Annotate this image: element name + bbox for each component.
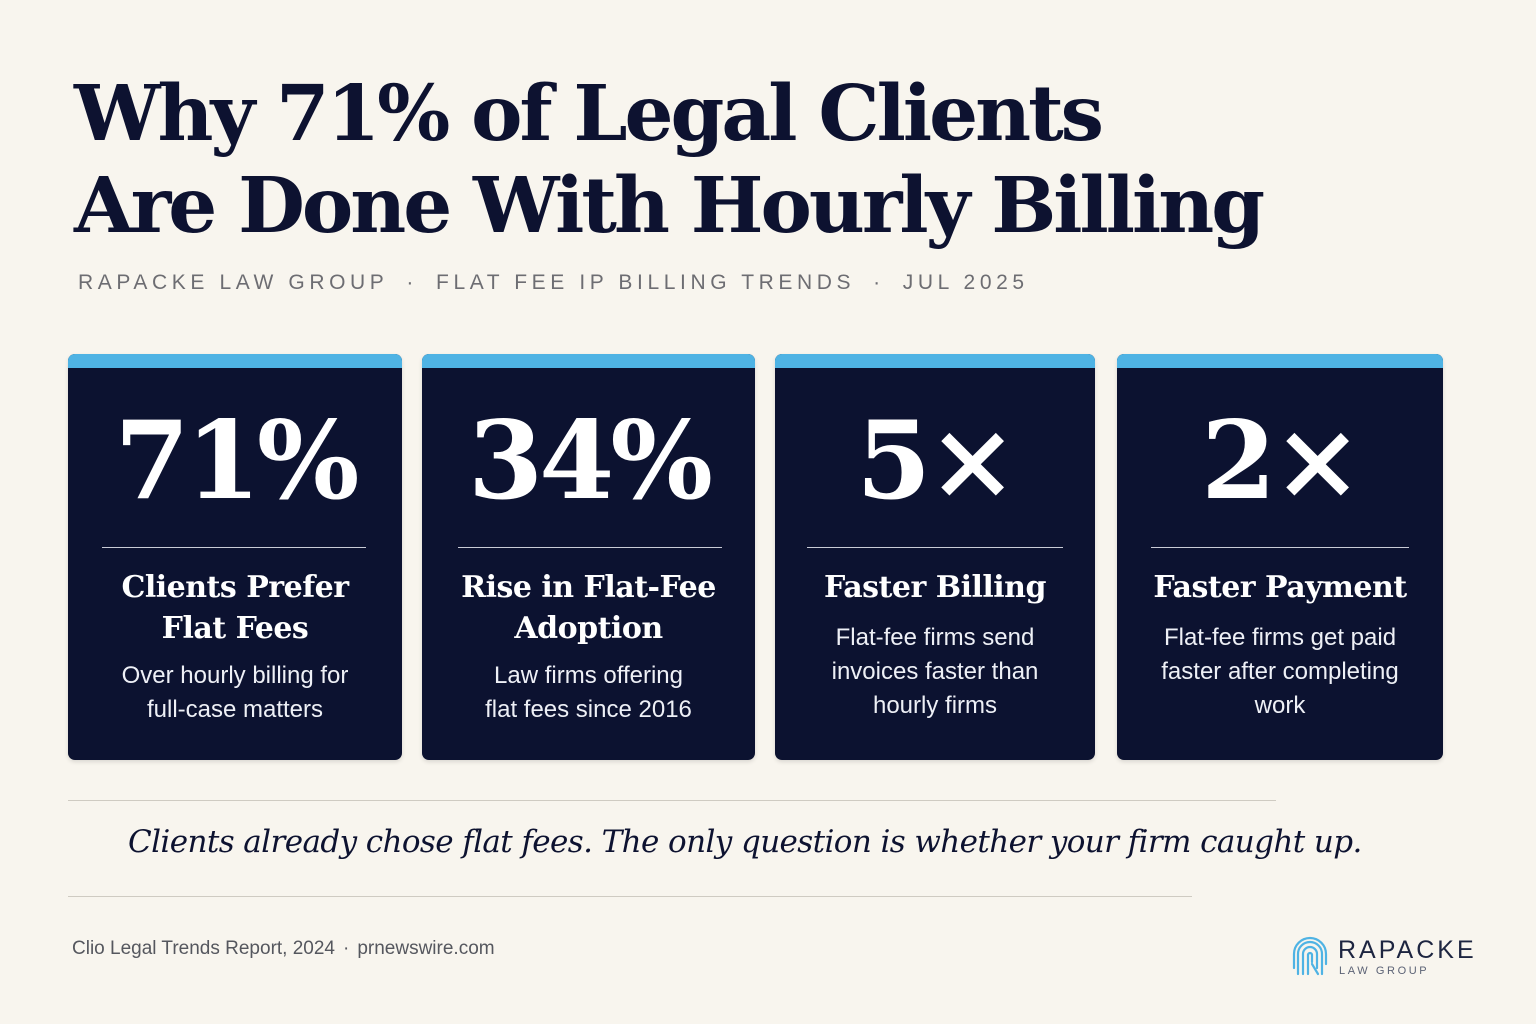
subline-topic: FLAT FEE IP BILLING TRENDS (436, 271, 856, 294)
stat-card-3: 5× Faster Billing Flat-fee firms send in… (775, 354, 1095, 760)
logo-subtitle: LAW GROUP (1339, 965, 1430, 977)
stat-description-line: Flat-fee firms get paid (1163, 624, 1397, 651)
subline-firm: RAPACKE LAW GROUP (78, 271, 389, 294)
subline-separator: · (406, 271, 419, 294)
card-accent-bar (422, 354, 755, 368)
stat-description-line: full-case matters (146, 696, 324, 723)
stat-card-2: 34% Rise in Flat-Fee Adoption Law firms … (422, 354, 755, 760)
stat-value: 5× (856, 398, 1018, 524)
subline-date: JUL 2025 (902, 271, 1029, 294)
stat-description-line: faster after completing (1161, 658, 1399, 685)
stat-title: Clients Prefer Flat Fees (78, 567, 392, 649)
fingerprint-r-icon (1292, 936, 1328, 976)
source-separator: · (343, 938, 350, 959)
stat-title-line: Faster Billing (824, 570, 1046, 605)
tagline: Clients already chose flat fees. The onl… (128, 824, 1362, 860)
stat-title-line: Flat Fees (161, 611, 309, 646)
stat-title-line: Rise in Flat-Fee (461, 570, 716, 605)
stat-title: Faster Payment (1127, 567, 1433, 608)
stat-title-line: Clients Prefer (121, 570, 349, 605)
source-site: prnewswire.com (357, 938, 495, 959)
stat-card-4: 2× Faster Payment Flat-fee firms get pai… (1117, 354, 1443, 760)
stat-description-line: Flat-fee firms send (835, 624, 1035, 651)
headline: Why 71% of Legal Clients Are Done With H… (74, 68, 1274, 252)
card-divider (458, 547, 722, 548)
stat-description-line: Law firms offering (494, 662, 683, 689)
card-divider (102, 547, 366, 548)
headline-line-2: Are Done With Hourly Billing (74, 161, 1265, 251)
stat-description-line: Over hourly billing for (121, 662, 349, 689)
stat-title: Faster Billing (785, 567, 1085, 608)
stat-description: Over hourly billing for full-case matter… (84, 659, 386, 727)
firm-logo: RAPACKE LAW GROUP (1290, 934, 1490, 986)
card-accent-bar (68, 354, 402, 368)
card-accent-bar (775, 354, 1095, 368)
bottom-rule (68, 896, 1192, 897)
stat-description: Law firms offering flat fees since 2016 (438, 659, 739, 727)
subline: RAPACKE LAW GROUP · FLAT FEE IP BILLING TR… (78, 271, 1029, 295)
stat-value: 34% (468, 398, 713, 524)
stat-title: Rise in Flat-Fee Adoption (432, 567, 745, 649)
card-divider (1151, 547, 1409, 548)
stat-value: 2× (1201, 398, 1363, 524)
stat-description-line: invoices faster than (831, 658, 1039, 685)
stat-description-line: flat fees since 2016 (485, 696, 692, 723)
headline-line-1: Why 71% of Legal Clients (74, 69, 1104, 159)
source-report: Clio Legal Trends Report, 2024 (72, 938, 335, 959)
top-rule (68, 800, 1276, 801)
stat-title-line: Faster Payment (1153, 570, 1407, 605)
stat-description-line: hourly firms (872, 692, 998, 719)
card-divider (807, 547, 1063, 548)
logo-name: RAPACKE (1338, 936, 1477, 964)
stat-description-line: work (1254, 692, 1306, 719)
source-citation: Clio Legal Trends Report, 2024 · prnewswir… (72, 938, 495, 960)
card-accent-bar (1117, 354, 1443, 368)
stat-title-line: Adoption (514, 611, 663, 646)
stat-description: Flat-fee firms send invoices faster than… (791, 621, 1079, 723)
stat-value: 71% (114, 398, 360, 524)
subline-separator: · (873, 271, 885, 294)
stat-card-1: 71% Clients Prefer Flat Fees Over hourly… (68, 354, 402, 760)
stat-description: Flat-fee firms get paid faster after com… (1133, 621, 1427, 723)
